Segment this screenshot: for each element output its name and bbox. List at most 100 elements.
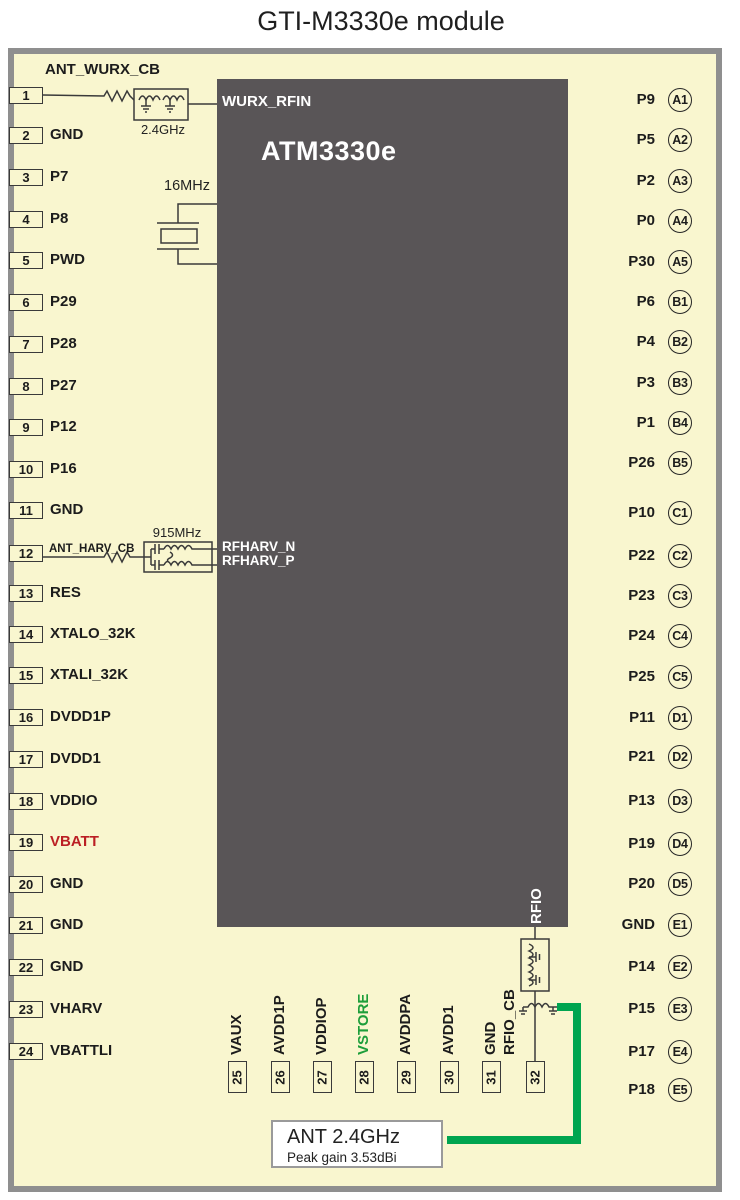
- antenna-title: ANT 2.4GHz: [287, 1126, 400, 1148]
- pin-number-box: 13: [9, 584, 43, 602]
- pin-label: ANT_HARV_CB: [49, 543, 135, 555]
- pin-label: P22: [628, 547, 655, 564]
- pin-label: P28: [50, 335, 77, 352]
- pin-label: DVDD1P: [50, 708, 111, 725]
- pin-number: 27: [314, 1069, 330, 1085]
- pin-number-box: 29: [396, 1061, 416, 1093]
- rfio-filter-capacitors: [529, 952, 541, 985]
- ball-designator: D2: [668, 745, 692, 769]
- pin-label: RES: [50, 584, 81, 601]
- antenna-trace: [447, 1003, 581, 1144]
- pin-label: P1: [636, 414, 655, 431]
- rfio-shunt-capacitors: [519, 1007, 557, 1015]
- ball-designator: E5: [668, 1078, 692, 1102]
- pin-number-box: 8: [9, 377, 43, 395]
- pin-label: P3: [636, 374, 655, 391]
- crystal-wires: [157, 203, 217, 265]
- harv-filter-box: [143, 541, 213, 573]
- pin-label: VBATTLI: [50, 1042, 113, 1059]
- pin-number: 28: [356, 1069, 372, 1085]
- pin-label: P4: [636, 333, 655, 350]
- ball-designator: C3: [668, 584, 692, 608]
- ball-designator: D5: [668, 872, 692, 896]
- pin-label: ANT_WURX_CB: [45, 61, 161, 78]
- antenna-box: ANT 2.4GHz Peak gain 3.53dBi: [271, 1120, 443, 1168]
- pin-label: P25: [628, 668, 655, 685]
- pin-number-box: 20: [9, 875, 43, 893]
- page-title: GTI-M3330e module: [257, 6, 505, 36]
- pin-label: P14: [628, 958, 655, 975]
- crystal-body: [160, 228, 198, 244]
- pin-label: P13: [628, 792, 655, 809]
- wurx-filter-box: [133, 88, 189, 121]
- pin-number-box: 7: [9, 335, 43, 353]
- rfio-series-inductor: [523, 1002, 557, 1009]
- pin-label: P17: [628, 1043, 655, 1060]
- ball-designator: B4: [668, 411, 692, 435]
- harv-filter-capacitors: [144, 544, 164, 570]
- chip-port-rfharv-n: RFHARV_N: [222, 539, 296, 554]
- chip-port-rfharv-p: RFHARV_P: [222, 553, 295, 568]
- pin-number-box: 10: [9, 460, 43, 478]
- pin-label: RFIO_CB: [501, 989, 518, 1055]
- pin-number-box: 9: [9, 418, 43, 436]
- pin-number-box: 26: [270, 1061, 290, 1093]
- pin-label: P30: [628, 253, 655, 270]
- harv-filter-freq-label: 915MHz: [152, 525, 202, 540]
- pin-label: GND: [50, 501, 84, 518]
- pin-number-box: 18: [9, 792, 43, 810]
- pin-label: P0: [636, 212, 655, 229]
- pin-number-box: 21: [9, 916, 43, 934]
- rfio-filter-inductor: [527, 943, 534, 987]
- pin-number-box: 1: [9, 86, 43, 104]
- pin-label: GND: [621, 916, 655, 933]
- pin-number-box: 12: [9, 544, 43, 562]
- ball-designator: C5: [668, 665, 692, 689]
- pin-label: P19: [628, 835, 655, 852]
- harv-filter-network: [43, 541, 217, 573]
- pin-label: P9: [636, 91, 655, 108]
- pin-number-box: 23: [9, 1000, 43, 1018]
- ball-designator: D4: [668, 832, 692, 856]
- pin-label: P16: [50, 460, 77, 477]
- pin-label: GND: [50, 126, 84, 143]
- pin-number-box: 30: [439, 1061, 459, 1093]
- ball-designator: E1: [668, 913, 692, 937]
- ball-designator: D1: [668, 706, 692, 730]
- rfio-matching-network: [519, 927, 557, 1061]
- pin-label: P2: [636, 172, 655, 189]
- pin-label: VAUX: [228, 1014, 245, 1055]
- ball-designator: C4: [668, 624, 692, 648]
- wurx-filter-capacitors: [141, 100, 175, 113]
- crystal-freq-label: 16MHz: [164, 178, 210, 194]
- pin-label: AVDD1: [440, 1005, 457, 1055]
- ball-designator: E2: [668, 955, 692, 979]
- pin-label: GND: [50, 958, 84, 975]
- pin-label: P18: [628, 1081, 655, 1098]
- pin-number-box: 14: [9, 625, 43, 643]
- ball-designator: B2: [668, 330, 692, 354]
- ball-designator: A1: [668, 88, 692, 112]
- ball-designator: B5: [668, 451, 692, 475]
- chip-port-wurx-rfin: WURX_RFIN: [222, 93, 312, 110]
- pin-label: GND: [482, 1021, 499, 1055]
- pin-number: 26: [272, 1069, 288, 1085]
- pin-label: P29: [50, 293, 77, 310]
- antenna-gain: Peak gain 3.53dBi: [287, 1150, 397, 1165]
- harv-output-wires: [212, 548, 217, 566]
- pin-label: PWD: [50, 251, 85, 268]
- crystal-16mhz: [157, 203, 217, 265]
- pin-number-box: 28: [354, 1061, 374, 1093]
- pin-number-box: 3: [9, 168, 43, 186]
- pin-number: 29: [398, 1069, 414, 1085]
- pin-label: VBATT: [50, 833, 99, 850]
- pin-label: P10: [628, 504, 655, 521]
- pin-label: XTALI_32K: [50, 666, 129, 683]
- pin-label: P12: [50, 418, 77, 435]
- harv-wire: [43, 550, 144, 564]
- pin-label: P21: [628, 748, 655, 765]
- chip-atm3330e: ATM3330e WURX_RFIN RFHARV_N RFHARV_P RFI…: [217, 79, 568, 927]
- pin-number-box: 22: [9, 958, 43, 976]
